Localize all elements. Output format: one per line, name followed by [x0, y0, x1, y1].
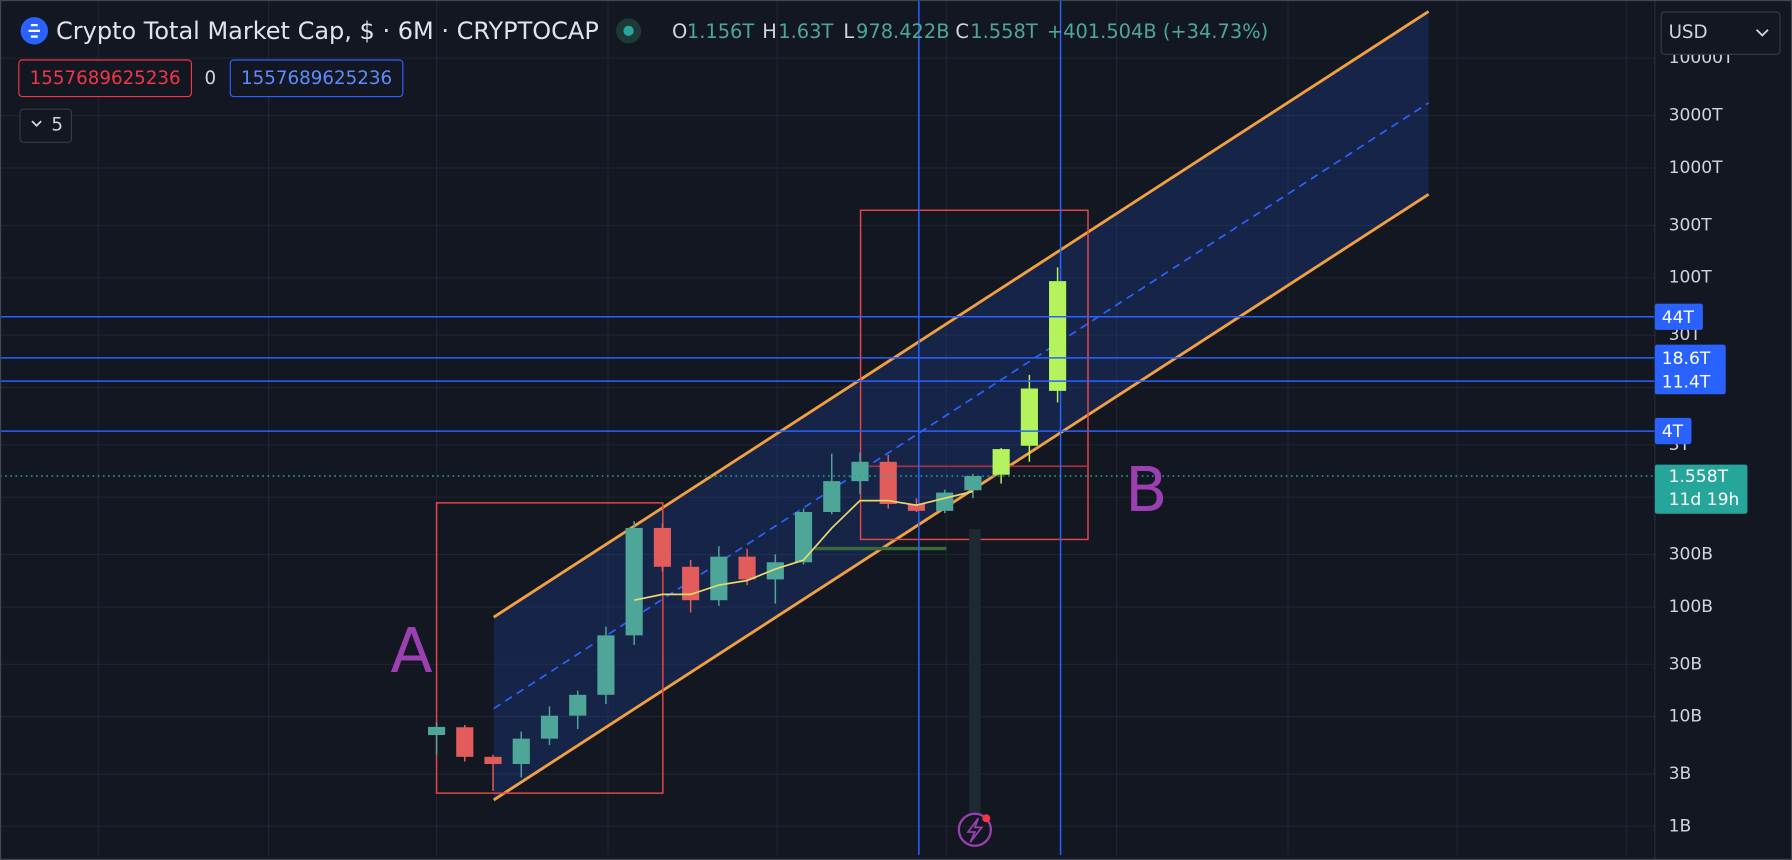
currency: USD: [1669, 22, 1708, 43]
currency-select[interactable]: [1660, 11, 1781, 55]
candle-body: [851, 461, 869, 482]
grid: [0, 0, 1655, 855]
y-tick-label: 300T: [1669, 215, 1713, 235]
level-label: 44T: [1662, 308, 1695, 328]
candle-body: [936, 492, 954, 511]
y-tick-label: 100T: [1669, 268, 1713, 288]
candle-body: [1020, 388, 1038, 446]
event-icon-bolt: [966, 817, 984, 843]
candle-body: [597, 635, 615, 695]
chevron: [31, 120, 42, 128]
last-price-bg: [1654, 464, 1748, 514]
candle-body: [964, 476, 982, 491]
candle-body: [484, 756, 502, 765]
event-dot: [982, 814, 991, 823]
candle-body: [738, 556, 756, 580]
collapse-count: 5: [51, 115, 63, 136]
input-box[interactable]: [229, 59, 404, 98]
y-tick-label: 1B: [1669, 816, 1692, 836]
ohlc-key: H: [762, 19, 777, 42]
price-labels: 44T 18.6T 11.4T 4T 1.558T 11d 19h: [1654, 303, 1748, 514]
input-box[interactable]: [18, 59, 192, 98]
candle-body: [992, 449, 1010, 475]
header: Crypto Total Market Cap, $ · 6M · CRYPTO…: [18, 11, 1781, 143]
input-value: 1557689625236: [30, 68, 181, 89]
ohlc: O1.156T H1.63T L 978.422B C1.558T +401.50…: [672, 19, 1268, 42]
ohlc-value: 1.558T: [970, 19, 1038, 42]
y-tick-label: 100B: [1669, 597, 1713, 617]
annotation: A: [390, 615, 432, 687]
candle-body: [540, 715, 559, 739]
y-tick-label: 30B: [1669, 654, 1703, 674]
ma-line: [633, 490, 974, 602]
level-label: 11.4T: [1662, 372, 1711, 392]
ohlc-value: 1.63T: [778, 19, 833, 42]
y-tick-label: 3B: [1669, 764, 1692, 784]
y-tick-label: 3000T: [1669, 106, 1724, 126]
level-label-bg: [1654, 368, 1726, 395]
ohlc-key: C: [955, 19, 969, 42]
candle-body: [1049, 281, 1067, 391]
last-price-label: 1.558T: [1669, 467, 1729, 487]
drawings: [435, 0, 1430, 855]
candle-body: [569, 694, 587, 716]
marks: [0, 267, 1655, 792]
channel-fill: [493, 11, 1429, 800]
candle-body: [512, 738, 530, 765]
level-label-bg: [1654, 417, 1692, 445]
candle-body: [682, 566, 700, 601]
ohlc-key: O: [672, 19, 687, 42]
level-label: 18.6T: [1662, 349, 1711, 369]
symbol-icon-glyph: [28, 24, 40, 38]
overlay: A B: [390, 454, 1167, 687]
ohlc-value: 1.156T: [687, 19, 755, 42]
candle-body: [766, 562, 784, 580]
level-label-bg: [1654, 303, 1703, 330]
chevron: [1755, 29, 1769, 37]
candle-body: [428, 726, 446, 736]
candle-body: [794, 512, 813, 563]
change: +401.504B (+34.73%): [1047, 19, 1268, 42]
channel-middle: [493, 102, 1430, 710]
y-tick-label: 30T: [1669, 325, 1702, 345]
symbol-title: Crypto Total Market Cap, $ · 6M · CRYPTO…: [56, 17, 599, 45]
event-icon[interactable]: [957, 812, 992, 847]
channel-upper: [492, 10, 1430, 619]
price-axis: 1B3B10B30B100B300B1T3T10T30T100T300T1000…: [1654, 0, 1792, 860]
volume-column: [969, 529, 981, 815]
ohlc-key: L: [843, 19, 854, 42]
candle-body: [823, 481, 841, 513]
input-value: 1557689625236: [241, 68, 392, 89]
candle-body: [710, 556, 728, 601]
candle-body: [456, 727, 474, 757]
collapse-button[interactable]: [19, 108, 72, 143]
ohlc-value: 978.422B: [856, 19, 950, 42]
status-dot: [623, 25, 634, 36]
channel-lower: [492, 193, 1430, 802]
y-tick-label: 300B: [1669, 545, 1713, 565]
input-sep: 0: [204, 68, 216, 89]
candle-body: [907, 504, 926, 511]
countdown: 11d 19h: [1669, 490, 1740, 510]
box-a: [435, 502, 664, 794]
annotation: B: [1125, 454, 1167, 526]
y-tick-label: 1000T: [1669, 158, 1724, 178]
candle-body: [625, 527, 643, 636]
level-label: 4T: [1662, 422, 1684, 442]
candle-body: [653, 527, 671, 567]
candle-body: [879, 461, 897, 505]
y-tick-label: 10B: [1669, 707, 1703, 727]
level-label-bg: [1654, 344, 1726, 371]
